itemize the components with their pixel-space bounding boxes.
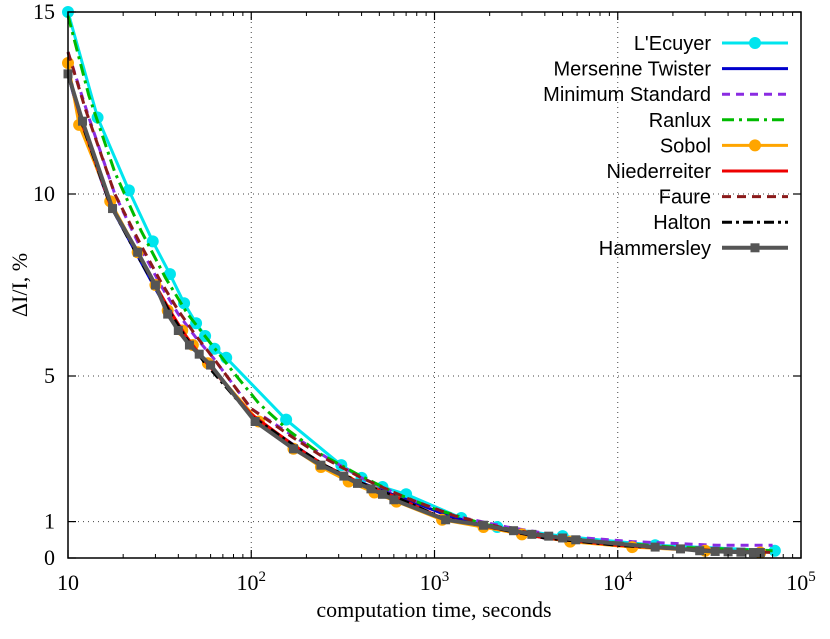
x-tick-label: 10 (57, 570, 79, 595)
data-point (173, 326, 183, 335)
data-point (544, 531, 554, 541)
data-point (206, 360, 216, 370)
y-tick-label: 10 (33, 181, 55, 206)
data-point (478, 520, 488, 530)
legend-label: Faure (659, 187, 711, 209)
legend-marker (749, 37, 761, 49)
data-point (509, 526, 519, 536)
data-point (78, 116, 88, 126)
series-line (66, 51, 773, 554)
data-point (768, 544, 781, 557)
data-point (163, 309, 173, 319)
data-point (389, 495, 399, 505)
legend: L'Ecuyer Mersenne Twister Minimum Standard… (543, 33, 788, 260)
data-point (288, 444, 298, 454)
y-axis-title: ΔI/I, % (7, 253, 32, 317)
y-tick-label: 15 (33, 0, 55, 24)
data-point (280, 413, 293, 426)
legend-label: Minimum Standard (543, 84, 711, 106)
data-point (366, 484, 376, 494)
x-tick-label: 103 (420, 569, 450, 595)
legend-label: Mersenne Twister (554, 59, 712, 81)
legend-label: Halton (653, 212, 711, 234)
legend-marker (750, 243, 760, 253)
data-point (122, 184, 135, 197)
data-point (150, 280, 160, 290)
y-tick-label: 0 (44, 545, 55, 570)
x-axis-title: computation time, seconds (316, 597, 551, 622)
y-tick-label: 1 (44, 509, 55, 534)
data-point (571, 535, 581, 545)
data-point (755, 548, 765, 558)
data-point (675, 544, 685, 554)
data-point (558, 533, 568, 543)
data-point (527, 529, 537, 539)
x-tick-label: 105 (786, 569, 816, 595)
data-point (650, 542, 660, 552)
data-point (194, 349, 204, 359)
y-tick-label: 5 (44, 363, 55, 388)
legend-label: Niederreiter (607, 161, 712, 183)
legend-label: Sobol (660, 135, 711, 157)
data-point (316, 460, 326, 470)
data-point (736, 547, 746, 557)
data-point (250, 417, 260, 426)
grid (68, 12, 801, 558)
data-point (163, 268, 176, 281)
data-point (352, 478, 362, 488)
data-point (108, 204, 118, 214)
data-point (723, 547, 733, 557)
legend-marker (749, 139, 761, 152)
data-point (184, 340, 194, 350)
series-line (66, 15, 773, 553)
data-point (339, 471, 349, 481)
data-point (710, 546, 720, 556)
data-point (748, 548, 758, 558)
series-layer (62, 6, 781, 559)
data-point (377, 489, 387, 499)
x-tick-label: 102 (237, 569, 267, 595)
legend-label: Hammersley (599, 238, 711, 260)
x-tick-label: 104 (603, 569, 633, 595)
data-point (441, 515, 451, 525)
legend-label: Ranlux (649, 110, 711, 132)
data-point (178, 297, 191, 310)
legend-label: L'Ecuyer (634, 33, 712, 55)
data-point (133, 247, 143, 257)
data-point (695, 546, 705, 556)
